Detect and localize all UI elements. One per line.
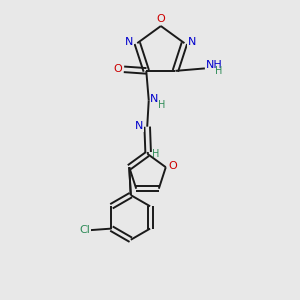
Text: O: O <box>113 64 122 74</box>
Text: N: N <box>188 37 196 47</box>
Text: Cl: Cl <box>80 225 90 235</box>
Text: H: H <box>158 100 165 110</box>
Text: H: H <box>152 148 159 159</box>
Text: NH: NH <box>206 60 223 70</box>
Text: H: H <box>215 67 222 76</box>
Text: N: N <box>125 37 134 47</box>
Text: N: N <box>150 94 158 104</box>
Text: O: O <box>157 14 165 24</box>
Text: N: N <box>135 121 144 131</box>
Text: O: O <box>168 161 177 171</box>
